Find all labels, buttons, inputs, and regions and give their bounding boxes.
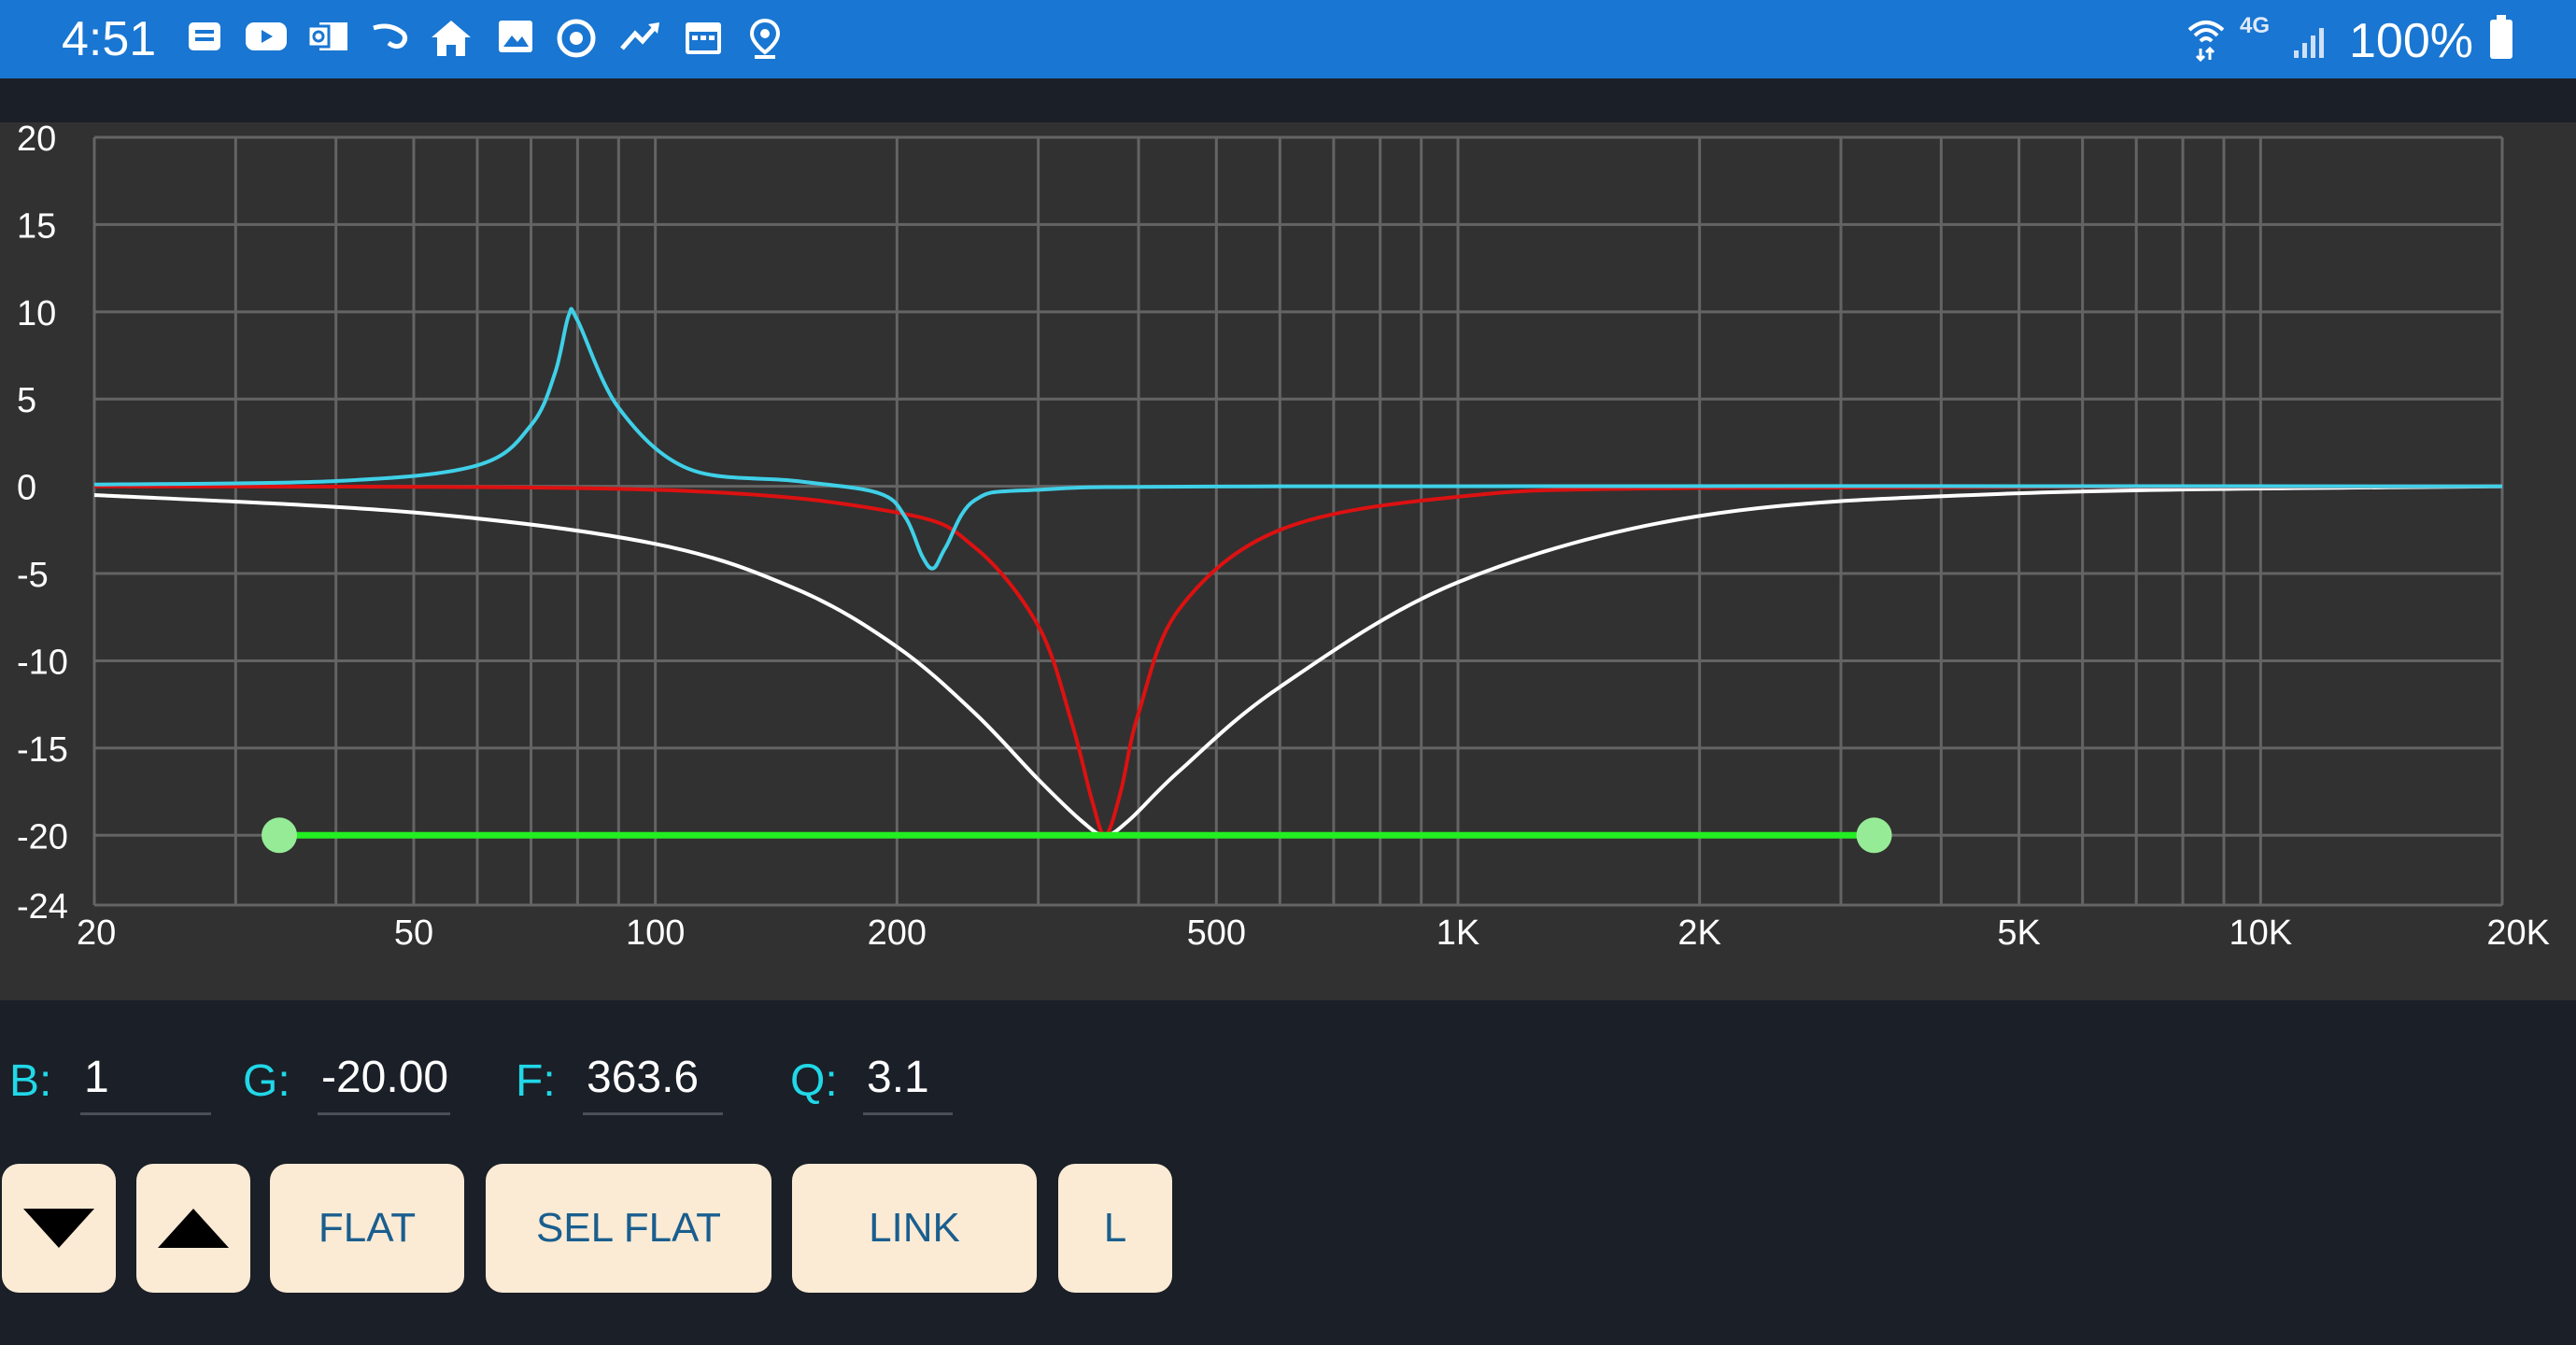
y-tick-label: 0 xyxy=(17,469,36,508)
sel-flat-button[interactable]: SEL FLAT xyxy=(486,1164,771,1293)
frequency-label: F: xyxy=(516,1056,556,1106)
other-bands-curve xyxy=(93,306,2503,571)
y-tick-label: 20 xyxy=(17,122,56,159)
triangle-down-icon xyxy=(23,1209,94,1248)
network-type-label: 4G xyxy=(2240,13,2271,38)
sync-icon xyxy=(557,19,596,58)
gain-label: G: xyxy=(243,1056,290,1106)
y-tick-label: -5 xyxy=(17,556,49,595)
band-label: B: xyxy=(9,1056,52,1106)
y-tick-label: -10 xyxy=(17,643,68,682)
x-tick-label: 10K xyxy=(2229,913,2293,953)
l-button[interactable]: L xyxy=(1058,1164,1172,1293)
graph-grid xyxy=(92,135,2504,907)
q-field[interactable]: 3.1 xyxy=(863,1050,953,1115)
band-field[interactable]: 1 xyxy=(80,1050,211,1115)
wifi-icon xyxy=(2187,21,2225,62)
y-tick-label: 15 xyxy=(17,206,56,246)
location-icon xyxy=(749,19,781,59)
y-tick-label: 10 xyxy=(17,294,56,333)
message-icon xyxy=(189,22,220,50)
x-tick-label: 20K xyxy=(2486,913,2550,953)
y-tick-label: -15 xyxy=(17,730,68,770)
calendar-icon xyxy=(686,22,721,54)
y-tick-label: -20 xyxy=(17,817,68,857)
x-tick-label: 20 xyxy=(77,913,116,953)
home-icon xyxy=(432,21,471,56)
band-end-handle[interactable] xyxy=(1856,817,1892,854)
band-range-selector[interactable] xyxy=(262,817,1892,854)
x-tick-label: 500 xyxy=(1187,913,1246,953)
image-icon xyxy=(499,21,532,52)
status-bar: 4:51 xyxy=(0,0,2576,78)
flat-button[interactable]: FLAT xyxy=(270,1164,464,1293)
x-tick-label: 2K xyxy=(1677,913,1720,953)
selected-band-curve xyxy=(93,484,2503,838)
outlook-icon xyxy=(306,22,347,50)
q-label: Q: xyxy=(790,1056,838,1106)
band-down-button[interactable] xyxy=(2,1164,116,1293)
x-tick-label: 1K xyxy=(1437,913,1479,953)
band-start-handle[interactable] xyxy=(262,817,298,854)
y-tick-label: 5 xyxy=(17,381,36,420)
x-tick-label: 50 xyxy=(394,913,433,953)
signal-icon xyxy=(2294,28,2324,58)
x-tick-label: 200 xyxy=(868,913,927,953)
link-button[interactable]: LINK xyxy=(792,1164,1037,1293)
clock: 4:51 xyxy=(62,12,157,66)
band-up-button[interactable] xyxy=(136,1164,250,1293)
response-curves xyxy=(93,306,2503,838)
x-tick-label: 100 xyxy=(626,913,685,953)
battery-icon xyxy=(2490,15,2512,59)
y-tick-label: -24 xyxy=(17,887,68,927)
link-icon xyxy=(373,23,408,50)
triangle-up-icon xyxy=(158,1209,229,1248)
gain-field[interactable]: -20.00 xyxy=(318,1050,450,1115)
trending-icon xyxy=(620,22,659,50)
youtube-icon xyxy=(246,22,287,50)
x-tick-label: 5K xyxy=(1997,913,2040,953)
battery-percent: 100% xyxy=(2349,14,2473,68)
frequency-field[interactable]: 363.6 xyxy=(583,1050,723,1115)
eq-graph-panel[interactable]: 20 15 10 5 0 -5 -10 -15 -20 -24 20 50 100 200 500 1K 2K 5… xyxy=(0,122,2576,1000)
